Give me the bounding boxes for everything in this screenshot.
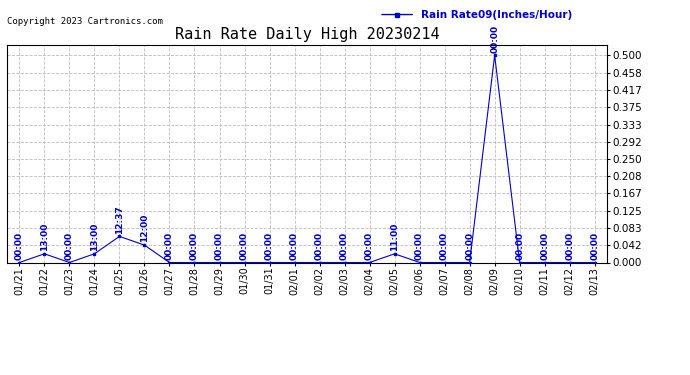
Text: Copyright 2023 Cartronics.com: Copyright 2023 Cartronics.com (7, 17, 163, 26)
Text: 00:00: 00:00 (440, 232, 449, 260)
Text: 00:00: 00:00 (415, 232, 424, 260)
Text: 00:00: 00:00 (65, 232, 74, 260)
Text: 00:00: 00:00 (165, 232, 174, 260)
Text: 00:00: 00:00 (590, 232, 599, 260)
Text: 00:00: 00:00 (465, 232, 474, 260)
Text: 00:00: 00:00 (265, 232, 274, 260)
Text: 00:00: 00:00 (315, 232, 324, 260)
Title: Rain Rate Daily High 20230214: Rain Rate Daily High 20230214 (175, 27, 440, 42)
Text: Rain Rate09(Inches/Hour): Rain Rate09(Inches/Hour) (421, 9, 573, 20)
Text: 00:00: 00:00 (340, 232, 349, 260)
Text: 00:00: 00:00 (290, 232, 299, 260)
Text: 00:00: 00:00 (540, 232, 549, 260)
Text: 00:00: 00:00 (365, 232, 374, 260)
Text: 00:00: 00:00 (515, 232, 524, 260)
Text: 00:00: 00:00 (215, 232, 224, 260)
Text: 00:00: 00:00 (240, 232, 249, 260)
Text: 13:00: 13:00 (90, 223, 99, 251)
Text: 00:00: 00:00 (490, 25, 499, 53)
Text: 12:00: 12:00 (140, 214, 149, 243)
Text: 00:00: 00:00 (15, 232, 24, 260)
Text: 00:00: 00:00 (565, 232, 574, 260)
Text: 12:37: 12:37 (115, 205, 124, 234)
Text: 13:00: 13:00 (40, 223, 49, 251)
Text: 11:00: 11:00 (390, 223, 399, 251)
Text: 00:00: 00:00 (190, 232, 199, 260)
